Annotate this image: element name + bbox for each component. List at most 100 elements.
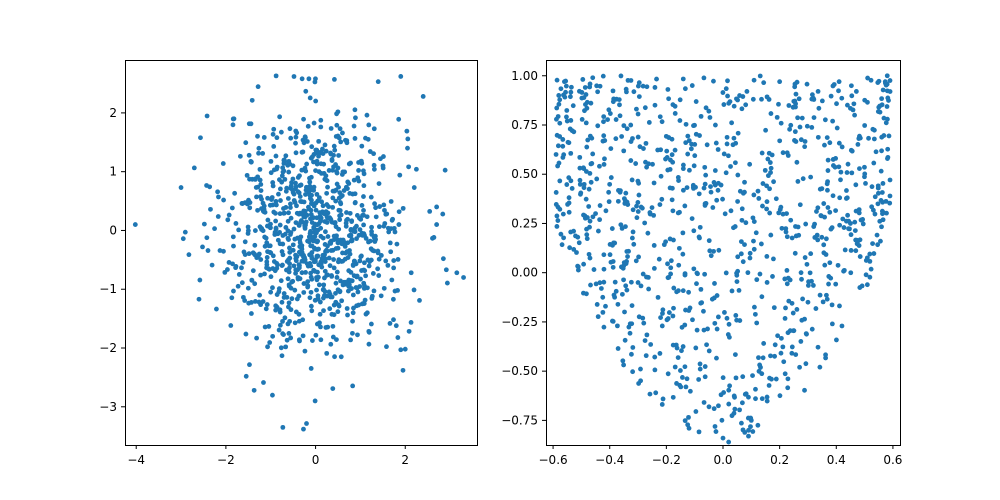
scatter-point (382, 207, 387, 213)
scatter-point (819, 98, 825, 104)
scatter-point (753, 386, 758, 392)
scatter-point (367, 149, 373, 154)
scatter-point (622, 337, 628, 343)
scatter-point (670, 342, 676, 348)
scatter-point (702, 271, 708, 277)
scatter-point (291, 191, 297, 197)
scatter-point (802, 139, 808, 144)
scatter-point (274, 292, 280, 297)
scatter-point (560, 211, 566, 217)
scatter-point (768, 353, 773, 359)
scatter-point (354, 212, 360, 218)
scatter-point (630, 345, 636, 350)
scatter-point (735, 172, 741, 178)
scatter-point (253, 176, 258, 182)
scatter-point (348, 160, 353, 166)
scatter-point (392, 229, 398, 235)
scatter-point (664, 317, 670, 323)
scatter-point (784, 281, 790, 287)
scatter-point (204, 113, 210, 119)
scatter-point (640, 83, 646, 89)
scatter-point (851, 101, 857, 107)
scatter-point (746, 427, 751, 433)
scatter-point (309, 144, 315, 150)
scatter-point (376, 224, 382, 230)
scatter-point (731, 135, 737, 141)
scatter-point (257, 224, 263, 230)
scatter-point (377, 204, 383, 209)
scatter-point (289, 187, 295, 193)
scatter-point (559, 242, 565, 248)
scatter-point (326, 168, 332, 173)
scatter-point (778, 335, 784, 341)
scatter-point (333, 290, 338, 296)
scatter-point (338, 354, 344, 360)
scatter-point (743, 220, 749, 226)
scatter-point (762, 167, 768, 173)
scatter-point (638, 366, 643, 372)
scatter-point (587, 133, 593, 139)
scatter-point (294, 130, 300, 136)
scatter-point (790, 104, 796, 110)
scatter-point (301, 281, 307, 286)
scatter-point (368, 194, 374, 200)
scatter-point (706, 348, 712, 354)
scatter-point (654, 76, 659, 82)
scatter-point (577, 177, 583, 183)
scatter-point (617, 113, 623, 119)
scatter-point (340, 250, 345, 256)
scatter-point (883, 120, 889, 126)
scatter-point (638, 204, 644, 210)
scatter-point (283, 153, 289, 159)
scatter-point (567, 126, 573, 132)
scatter-point (865, 75, 871, 81)
scatter-point (651, 243, 657, 248)
scatter-point (231, 288, 236, 294)
scatter-point (751, 77, 757, 83)
scatter-point (262, 324, 268, 330)
scatter-point (821, 250, 827, 256)
scatter-point (255, 133, 260, 139)
scatter-points (132, 73, 466, 432)
scatter-point (753, 396, 758, 402)
scatter-point (666, 274, 672, 280)
scatter-point (659, 402, 665, 407)
scatter-point (351, 228, 357, 234)
scatter-point (318, 324, 323, 330)
scatter-point (641, 320, 647, 326)
scatter-point (795, 179, 801, 184)
scatter-point (680, 344, 686, 349)
scatter-point (788, 122, 794, 128)
scatter-point (427, 209, 433, 214)
scatter-point (597, 280, 603, 286)
scatter-point (805, 283, 811, 288)
scatter-point (284, 337, 290, 343)
scatter-point (708, 184, 713, 189)
scatter-point (585, 137, 591, 143)
scatter-point (249, 97, 255, 103)
scatter-point (784, 268, 790, 273)
scatter-point (701, 400, 707, 405)
scatter-point (243, 373, 249, 379)
scatter-point (311, 120, 317, 126)
scatter-point (670, 208, 676, 214)
scatter-point (701, 308, 706, 314)
scatter-point (646, 120, 652, 125)
scatter-point (835, 262, 841, 268)
scatter-point (697, 235, 702, 241)
scatter-point (714, 197, 720, 203)
scatter-point (363, 311, 369, 317)
scatter-point (347, 251, 353, 257)
scatter-point (675, 210, 681, 216)
x-tick-label: 2 (401, 453, 409, 467)
scatter-point (391, 317, 396, 323)
scatter-point (693, 345, 699, 351)
scatter-point (264, 302, 270, 307)
scatter-point (887, 193, 893, 199)
scatter-point (283, 205, 289, 210)
scatter-point (317, 210, 323, 216)
scatter-point (392, 288, 398, 294)
scatter-point (871, 127, 877, 133)
scatter-point (768, 165, 774, 171)
scatter-point (334, 168, 339, 174)
